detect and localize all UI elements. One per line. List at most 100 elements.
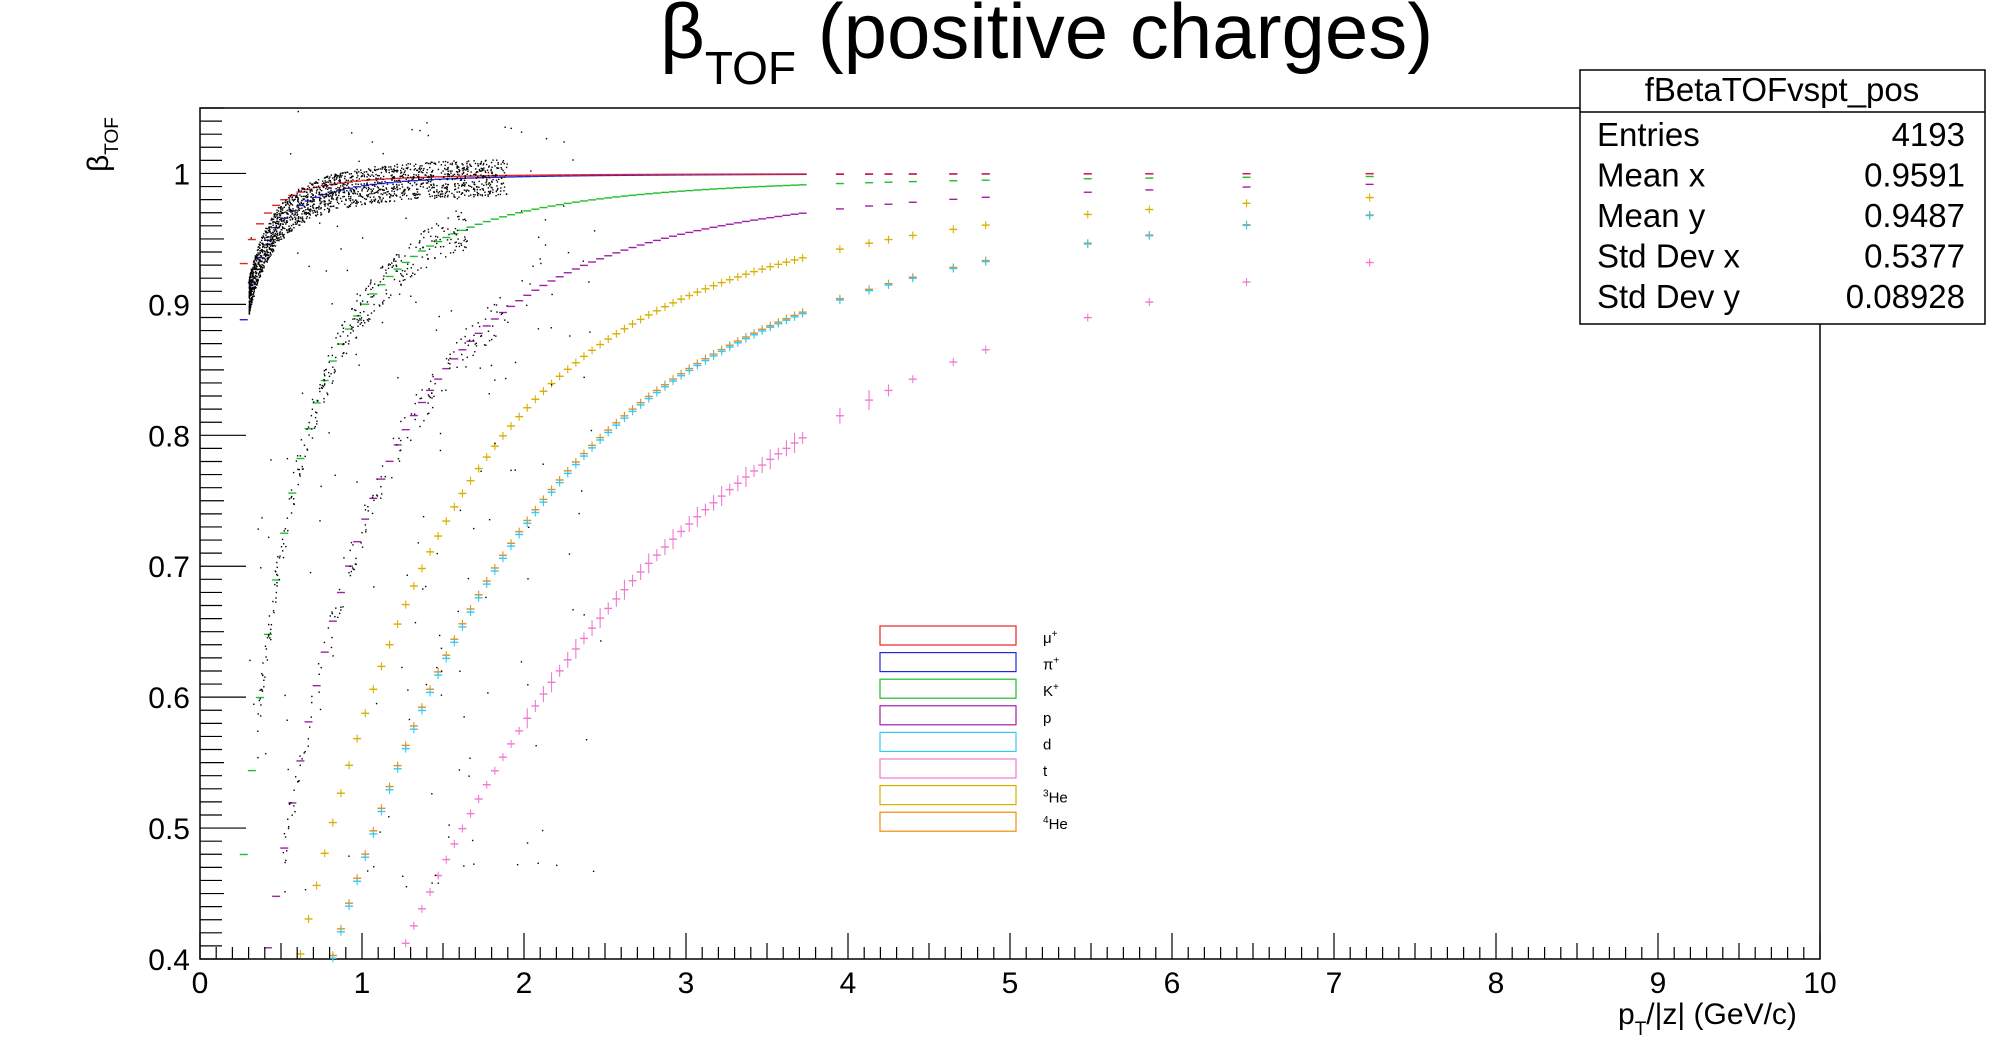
background-dot (323, 197, 325, 199)
background-dot (402, 192, 404, 194)
background-dot (331, 612, 334, 615)
stats-row-value: 0.08928 (1846, 278, 1965, 315)
background-dot (363, 183, 366, 185)
background-dot (314, 214, 317, 217)
background-dot (311, 695, 313, 698)
background-dot (350, 326, 353, 328)
background-dot (303, 190, 306, 193)
background-dot (448, 836, 450, 838)
background-dot (261, 246, 264, 248)
background-dot (296, 210, 299, 212)
background-dot (349, 189, 351, 191)
background-dot (318, 187, 321, 189)
background-dot (328, 210, 330, 212)
background-dot (262, 243, 264, 245)
background-dot (400, 171, 403, 174)
background-dot (393, 258, 395, 261)
background-dot (341, 324, 343, 326)
background-dot (378, 175, 380, 177)
background-dot (453, 232, 456, 234)
background-dot (375, 191, 377, 194)
background-dot (267, 635, 270, 637)
background-dot (365, 187, 367, 189)
background-dot (427, 228, 430, 231)
background-dot (290, 497, 292, 499)
background-dot (285, 223, 287, 225)
background-dot (316, 210, 318, 212)
background-dot (338, 588, 341, 591)
background-dot (496, 159, 498, 161)
background-dot (336, 207, 339, 209)
background-dot (311, 428, 313, 430)
background-dot (449, 170, 452, 172)
background-dot (248, 301, 251, 304)
background-dot (449, 357, 451, 360)
background-dot (479, 367, 481, 369)
background-dot (250, 297, 253, 299)
background-dot (251, 300, 253, 302)
background-dot (388, 200, 391, 203)
background-dot (289, 227, 292, 229)
background-dot (276, 561, 278, 564)
background-dot (461, 192, 463, 194)
background-dot (264, 752, 267, 755)
background-dot (473, 183, 475, 185)
background-dot (365, 531, 367, 533)
background-dot (333, 177, 336, 179)
background-dot (367, 188, 370, 191)
background-dot (399, 181, 401, 183)
background-dot (432, 186, 434, 188)
background-dot (331, 303, 333, 305)
background-dot (321, 384, 323, 387)
background-dot (437, 882, 440, 884)
background-dot (265, 227, 267, 230)
background-dot (293, 214, 295, 216)
background-dot (271, 251, 274, 253)
background-dot (332, 655, 334, 657)
background-dot (419, 129, 421, 132)
background-dot (282, 543, 285, 545)
background-dot (440, 193, 442, 195)
background-dot (341, 200, 343, 202)
background-dot (360, 183, 362, 185)
background-dot (361, 531, 363, 534)
background-dot (481, 175, 484, 177)
background-dot (361, 237, 364, 239)
background-dot (412, 193, 414, 195)
background-dot (431, 240, 433, 242)
background-dot (455, 177, 458, 180)
background-dot (521, 280, 523, 282)
background-dot (288, 208, 290, 210)
background-dot (404, 270, 406, 272)
background-dot (335, 607, 337, 609)
background-dot (266, 232, 269, 234)
background-dot (327, 191, 329, 193)
background-dot (296, 220, 298, 222)
background-dot (481, 195, 484, 197)
background-dot (476, 193, 479, 195)
background-dot (429, 162, 432, 165)
background-dot (497, 163, 499, 165)
background-dot (460, 185, 463, 187)
background-dot (267, 236, 270, 238)
background-dot (336, 197, 338, 199)
background-dot (388, 296, 390, 299)
background-dot (301, 199, 303, 202)
background-dot (373, 294, 375, 297)
background-dot (420, 171, 423, 173)
background-dot (320, 386, 323, 389)
background-dot (430, 179, 433, 181)
background-dot (335, 188, 337, 190)
background-dot (360, 195, 363, 198)
background-dot (396, 188, 399, 191)
background-dot (493, 303, 496, 306)
background-dot (467, 168, 469, 171)
background-dot (431, 227, 433, 229)
background-dot (299, 475, 301, 477)
background-dot (349, 177, 352, 179)
legend-label: 3He (1043, 789, 1068, 807)
background-dot (325, 181, 327, 184)
background-dot (349, 574, 352, 577)
background-dot (434, 383, 436, 385)
background-dot (301, 468, 304, 470)
